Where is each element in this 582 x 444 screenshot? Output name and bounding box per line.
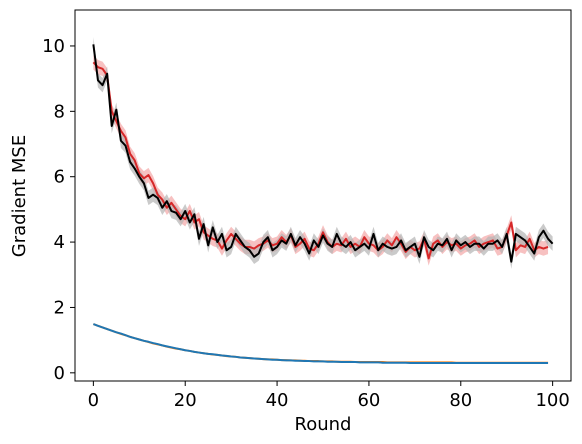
series-1-line <box>92 44 554 263</box>
x-axis-ticks: 0 20 40 60 80 100 <box>88 381 570 411</box>
x-tick-label: 60 <box>357 390 380 411</box>
series-0-band <box>93 55 549 266</box>
y-tick-label: 6 <box>54 167 65 188</box>
plot-frame <box>74 9 572 382</box>
x-tick-label: 0 <box>88 390 99 411</box>
y-tick-label: 4 <box>54 232 65 253</box>
y-tick-label: 8 <box>54 101 65 122</box>
series-3-line <box>93 323 549 365</box>
y-axis-label: Gradient MSE <box>9 135 30 257</box>
y-tick-label: 10 <box>42 36 65 57</box>
x-tick-label: 100 <box>535 390 569 411</box>
y-axis-ticks: 0 2 4 6 8 10 <box>42 36 75 384</box>
x-tick-label: 20 <box>174 390 197 411</box>
y-tick-label: 2 <box>54 297 65 318</box>
series-2-line <box>93 323 549 364</box>
x-axis-label: Round <box>295 414 352 435</box>
series-0-line <box>92 61 549 260</box>
y-tick-label: 0 <box>54 363 65 384</box>
x-tick-label: 80 <box>449 390 472 411</box>
series-lines <box>92 44 554 365</box>
x-tick-label: 40 <box>266 390 289 411</box>
